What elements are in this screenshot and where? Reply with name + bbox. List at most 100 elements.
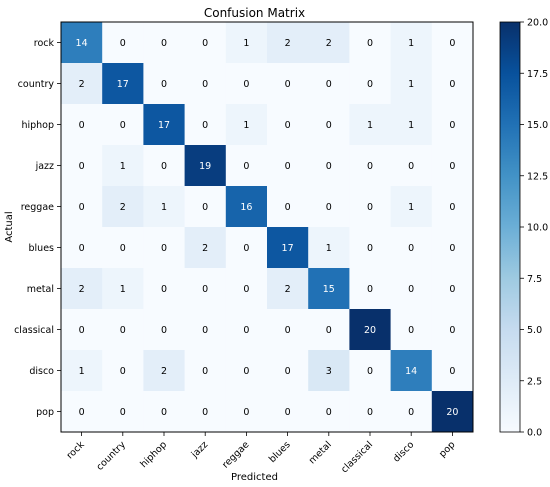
y-axis-ticks: rock country hiphop jazz reggae blues metal cla… — [14, 38, 61, 418]
heatmap-cell — [102, 22, 144, 64]
cell-value-label: 0 — [285, 161, 291, 172]
heatmap-cell — [431, 227, 474, 269]
heatmap-cell — [102, 186, 144, 228]
heatmap-cell — [349, 22, 391, 64]
heatmap-cell — [102, 350, 144, 392]
cell-value-label: 1 — [243, 120, 249, 131]
x-tick-label: pop — [437, 439, 457, 459]
cell-value-label: 0 — [243, 407, 249, 418]
heatmap-cell — [143, 350, 185, 392]
cell-value-label: 0 — [449, 366, 455, 377]
cell-value-label: 1 — [120, 161, 126, 172]
cell-value-label: 2 — [120, 202, 126, 213]
heatmap-cell — [184, 350, 227, 392]
heatmap-cell — [431, 309, 474, 351]
heatmap-cell — [267, 350, 309, 392]
heatmap-cell — [431, 22, 474, 64]
cell-value-label: 0 — [367, 202, 373, 213]
heatmap-cell — [431, 186, 474, 228]
y-tick-label: pop — [36, 407, 54, 418]
cell-value-label: 0 — [285, 407, 291, 418]
cell-value-label: 0 — [326, 407, 332, 418]
x-axis-label: Predicted — [231, 472, 278, 483]
heatmap-cell — [349, 227, 391, 269]
cell-value-label: 0 — [285, 325, 291, 336]
cell-value-label: 0 — [408, 325, 414, 336]
cell-value-label: 0 — [79, 161, 85, 172]
heatmap-cell — [102, 63, 144, 105]
heatmap-cell — [308, 309, 350, 351]
heatmap-cell — [349, 186, 391, 228]
heatmap-cell — [308, 104, 350, 146]
cell-value-label: 0 — [326, 161, 332, 172]
cell-value-label: 0 — [79, 243, 85, 254]
cell-value-label: 20 — [364, 325, 376, 336]
colorbar-tick-label: 0.0 — [527, 428, 542, 439]
heatmap-cell — [390, 268, 433, 310]
cell-value-label: 0 — [202, 366, 208, 377]
cell-value-label: 0 — [120, 120, 126, 131]
cell-value-label: 1 — [326, 243, 332, 254]
cell-value-label: 0 — [367, 407, 373, 418]
y-tick-label: hiphop — [21, 120, 54, 131]
cell-value-label: 2 — [79, 284, 85, 295]
heatmap-cell — [308, 186, 350, 228]
x-tick-label: hiphop — [138, 439, 169, 470]
cell-value-label: 0 — [79, 407, 85, 418]
cell-value-label: 2 — [79, 79, 85, 90]
heatmap-cell — [61, 309, 103, 351]
heatmap-cell — [267, 104, 309, 146]
x-tick-label: blues — [267, 439, 293, 465]
y-tick-label: blues — [29, 243, 55, 254]
heatmap-cell — [61, 104, 103, 146]
cell-value-label: 0 — [161, 243, 167, 254]
heatmap-cell — [308, 227, 350, 269]
cell-value-label: 0 — [408, 407, 414, 418]
heatmap-cell — [184, 22, 227, 64]
heatmap-cell — [267, 391, 309, 433]
cell-value-label: 16 — [240, 202, 252, 213]
heatmap-cell — [390, 63, 433, 105]
heatmap-cell — [431, 391, 474, 433]
cell-value-label: 2 — [285, 38, 291, 49]
heatmap-cell — [308, 268, 350, 310]
heatmap-cell — [349, 104, 391, 146]
heatmap-cell — [390, 186, 433, 228]
heatmap-cell — [267, 145, 309, 187]
cell-value-label: 0 — [449, 79, 455, 90]
colorbar-tick-label: 5.0 — [527, 325, 542, 336]
cell-value-label: 0 — [285, 79, 291, 90]
heatmap-cell — [267, 63, 309, 105]
heatmap-cell — [431, 350, 474, 392]
heatmap-cell — [349, 309, 391, 351]
cell-value-label: 0 — [202, 120, 208, 131]
y-tick-label: classical — [14, 325, 54, 336]
cell-value-label: 0 — [408, 243, 414, 254]
heatmap-cell — [225, 309, 268, 351]
cell-value-label: 0 — [161, 284, 167, 295]
heatmap-cell — [225, 268, 268, 310]
heatmap-cell — [267, 268, 309, 310]
heatmap-cell — [143, 104, 185, 146]
colorbar-tick-label: 17.5 — [527, 69, 548, 80]
cell-value-label: 0 — [243, 161, 249, 172]
y-tick-label: disco — [29, 366, 54, 377]
cell-value-label: 0 — [367, 38, 373, 49]
heatmap-cell — [61, 22, 103, 64]
heatmap-cell — [184, 186, 227, 228]
x-tick-label: classical — [339, 439, 375, 475]
cell-value-label: 0 — [120, 407, 126, 418]
cell-value-label: 0 — [79, 202, 85, 213]
heatmap-cell — [349, 268, 391, 310]
heatmap-cells — [61, 22, 474, 433]
colorbar-tick-label: 15.0 — [527, 120, 548, 131]
heatmap-cell — [143, 309, 185, 351]
y-axis-label: Actual — [4, 211, 15, 242]
heatmap-cell — [390, 104, 433, 146]
cell-value-label: 0 — [367, 243, 373, 254]
cell-value-label: 0 — [449, 38, 455, 49]
cell-value-label: 0 — [161, 407, 167, 418]
heatmap-cell — [102, 145, 144, 187]
cell-value-label: 0 — [120, 325, 126, 336]
heatmap-cell — [61, 186, 103, 228]
